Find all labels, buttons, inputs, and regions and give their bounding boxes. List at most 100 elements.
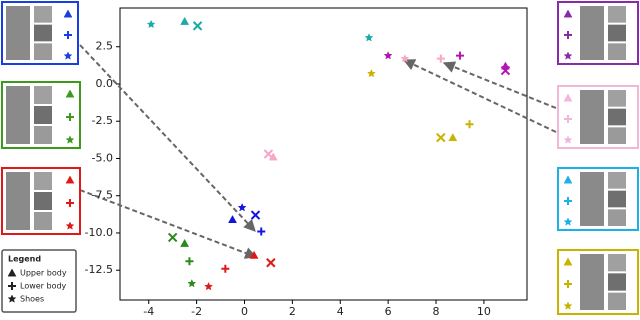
- person-crop: [34, 172, 52, 190]
- person-crop: [34, 212, 52, 230]
- legend-label: Lower body: [20, 282, 67, 291]
- legend-title: Legend: [8, 255, 41, 264]
- person-image: [6, 172, 30, 230]
- person-crop: [608, 190, 626, 208]
- image-panel: [1, 81, 81, 149]
- y-tick-label: -12.5: [85, 263, 113, 276]
- arrow: [442, 61, 557, 109]
- person-crop: [608, 292, 626, 310]
- panel-marker: [563, 93, 573, 102]
- point: [364, 33, 374, 42]
- arrow: [79, 189, 258, 259]
- point: [204, 281, 214, 291]
- panel-marker: [65, 221, 75, 230]
- point: [250, 210, 261, 220]
- panel-marker: [564, 31, 572, 39]
- x-tick-label: 6: [385, 305, 392, 318]
- point: [500, 65, 511, 76]
- person-crop: [608, 108, 626, 126]
- legend-marker: [7, 268, 17, 277]
- point: [383, 51, 393, 60]
- legend-label: Upper body: [20, 269, 67, 278]
- person-crop: [608, 6, 626, 23]
- point: [146, 19, 156, 29]
- point: [187, 278, 197, 288]
- person-crop: [34, 126, 52, 144]
- arrow: [402, 59, 557, 133]
- point: [266, 258, 276, 268]
- x-tick-label: 8: [433, 305, 440, 318]
- point: [185, 257, 194, 266]
- panel-marker: [66, 199, 74, 207]
- x-tick-label: -4: [143, 305, 154, 318]
- panel-marker: [65, 175, 75, 184]
- point: [400, 54, 410, 63]
- person-image: [6, 86, 30, 144]
- image-panel: [1, 167, 81, 235]
- point: [180, 238, 190, 247]
- legend-label: Shoes: [20, 295, 44, 304]
- panel-marker: [65, 135, 75, 144]
- point: [180, 16, 190, 25]
- x-tick-label: 10: [477, 305, 491, 318]
- panel-marker: [564, 197, 572, 205]
- person-crop: [608, 127, 626, 144]
- panel-marker: [563, 135, 573, 144]
- legend-marker: [8, 282, 16, 290]
- panel-marker: [564, 115, 572, 123]
- point: [228, 215, 237, 224]
- point: [192, 21, 203, 31]
- person-image: [580, 90, 604, 144]
- image-panel: [1, 1, 79, 65]
- panel-marker: [64, 31, 72, 39]
- person-crop: [608, 43, 626, 60]
- panel-marker: [66, 113, 74, 121]
- x-tick-label: -2: [191, 305, 202, 318]
- panel-marker: [563, 257, 573, 266]
- legend-box: [1, 249, 77, 313]
- point: [436, 132, 446, 143]
- person-crop: [34, 86, 52, 104]
- person-crop: [608, 254, 626, 272]
- point: [268, 152, 278, 161]
- panel-marker: [563, 51, 573, 60]
- legend-marker: [7, 294, 17, 303]
- person-crop: [34, 192, 52, 210]
- point: [221, 264, 230, 273]
- point: [455, 51, 464, 60]
- point: [366, 68, 376, 78]
- x-tick-label: 0: [241, 305, 248, 318]
- x-tick-label: 4: [337, 305, 344, 318]
- image-panel: [557, 249, 639, 315]
- person-crop: [608, 90, 626, 107]
- panel-marker: [563, 9, 573, 18]
- person-crop: [34, 24, 52, 42]
- point: [465, 120, 474, 129]
- point: [448, 133, 458, 142]
- point: [249, 250, 259, 259]
- y-tick-label: -10.0: [85, 226, 113, 239]
- person-image: [580, 172, 604, 226]
- panel-marker: [564, 280, 572, 288]
- person-image: [580, 254, 604, 310]
- panel-marker: [563, 301, 573, 310]
- point: [257, 227, 266, 236]
- y-tick-label: -7.5: [92, 189, 113, 202]
- legend: Legend Upper body Lower body Shoes: [1, 249, 77, 313]
- image-panel: [557, 85, 639, 149]
- plot-frame: [119, 7, 528, 301]
- person-crop: [34, 106, 52, 124]
- point: [237, 202, 247, 212]
- person-crop: [34, 6, 52, 23]
- person-image: [6, 6, 30, 60]
- person-image: [580, 6, 604, 60]
- y-tick-label: -2.5: [92, 114, 113, 127]
- arrows: [79, 44, 557, 259]
- arrow: [79, 44, 256, 232]
- image-panel: [557, 1, 639, 65]
- y-tick-label: -5.0: [92, 151, 113, 164]
- panel-marker: [65, 89, 75, 98]
- y-tick-label: 2.5: [96, 40, 114, 53]
